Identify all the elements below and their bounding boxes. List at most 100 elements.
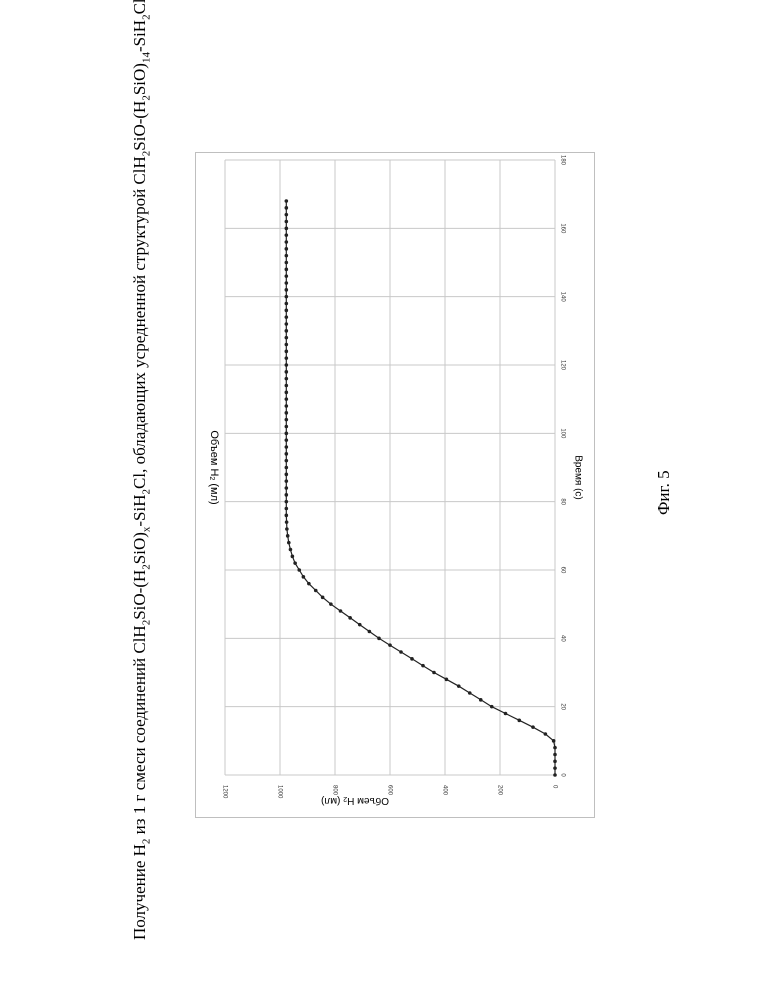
data-point (285, 377, 289, 381)
data-point (468, 691, 472, 695)
data-point (285, 473, 289, 477)
data-point (553, 746, 557, 750)
data-point (285, 466, 289, 470)
data-point (445, 678, 449, 682)
x-tick-label: 120 (559, 360, 565, 371)
figure-label: Фиг. 5 (654, 470, 674, 515)
data-point (457, 684, 461, 688)
data-point (286, 534, 290, 538)
data-point (339, 609, 343, 613)
y-tick-label: 0 (551, 785, 557, 789)
data-point (285, 199, 289, 203)
data-point (314, 589, 318, 593)
y-axis-label: Объем H2 (мл) (321, 795, 389, 807)
data-point (285, 507, 289, 511)
data-point (285, 350, 289, 354)
caption-part: 2 (140, 839, 152, 845)
data-point (432, 671, 436, 675)
data-point (285, 213, 289, 217)
x-tick-label: 160 (559, 223, 565, 234)
data-point (479, 698, 483, 702)
caption-part: x (140, 527, 152, 533)
x-tick-label: 60 (559, 567, 565, 574)
data-point (285, 336, 289, 340)
data-point (285, 233, 289, 237)
x-tick-label: 20 (559, 703, 565, 710)
data-point (285, 418, 289, 422)
data-point (410, 657, 414, 661)
data-point (399, 650, 403, 654)
data-point (285, 397, 289, 401)
data-point (285, 432, 289, 436)
data-point (285, 206, 289, 210)
data-point (368, 630, 372, 634)
caption-part: 14 (140, 52, 152, 63)
data-point (329, 602, 333, 606)
chart-title: Объем H2 (мл) (208, 430, 220, 504)
data-point (285, 261, 289, 265)
chart-title-part: (мл) (208, 480, 220, 504)
data-point (285, 404, 289, 408)
series-line (286, 201, 555, 775)
data-point (293, 561, 297, 565)
y-tick-label: 1000 (276, 785, 282, 799)
x-tick-label: 180 (559, 155, 565, 166)
caption-part: SiO-(H (130, 570, 149, 620)
data-point (285, 445, 289, 449)
x-tick-label: 40 (559, 635, 565, 642)
data-point (544, 732, 548, 736)
data-point (285, 384, 289, 388)
data-point (285, 486, 289, 490)
data-point (285, 493, 289, 497)
data-point (289, 548, 293, 552)
chart-title-part: Объем H (208, 430, 220, 476)
x-tick-label: 80 (559, 498, 565, 505)
data-point (285, 281, 289, 285)
data-point (517, 719, 521, 723)
caption-part: 2 (140, 489, 152, 495)
x-axis-label: Время (с) (572, 455, 583, 500)
data-point (285, 227, 289, 231)
data-point (285, 363, 289, 367)
data-point (307, 582, 311, 586)
caption-part: -SiH (130, 20, 149, 52)
data-point (358, 623, 362, 627)
caption-part: Cl (130, 0, 149, 14)
data-point (285, 329, 289, 333)
data-point (553, 766, 557, 770)
data-point (285, 500, 289, 504)
chart-svg: 0200400600800100012000204060801001201401… (196, 153, 594, 817)
y-tick-label: 200 (496, 785, 502, 796)
data-point (285, 247, 289, 251)
data-point (285, 479, 289, 483)
data-point (297, 568, 301, 572)
data-point (285, 438, 289, 442)
data-point (490, 705, 494, 709)
caption-part: Cl, обладающих усредненной структурой Cl… (130, 156, 149, 489)
chart-frame: 0200400600800100012000204060801001201401… (195, 152, 595, 818)
data-point (285, 425, 289, 429)
data-point (285, 411, 289, 415)
data-point (287, 541, 291, 545)
y-tick-label: 600 (386, 785, 392, 796)
data-point (285, 527, 289, 531)
data-point (285, 520, 289, 524)
data-point (553, 753, 557, 757)
caption-part: 2 (140, 151, 152, 157)
data-point (377, 637, 381, 641)
data-point (285, 288, 289, 292)
caption-part: SiO) (130, 532, 149, 564)
data-point (421, 664, 425, 668)
caption-part: SiO) (130, 63, 149, 95)
data-point (285, 370, 289, 374)
y-tick-label: 800 (331, 785, 337, 796)
data-point (285, 274, 289, 278)
data-point (285, 459, 289, 463)
data-point (285, 295, 289, 299)
y-axis-label-part: (мл) (321, 795, 343, 806)
data-point (285, 356, 289, 360)
y-tick-label: 1200 (221, 785, 227, 799)
data-point (553, 773, 557, 777)
caption-part: 2 (140, 564, 152, 570)
data-point (348, 616, 352, 620)
